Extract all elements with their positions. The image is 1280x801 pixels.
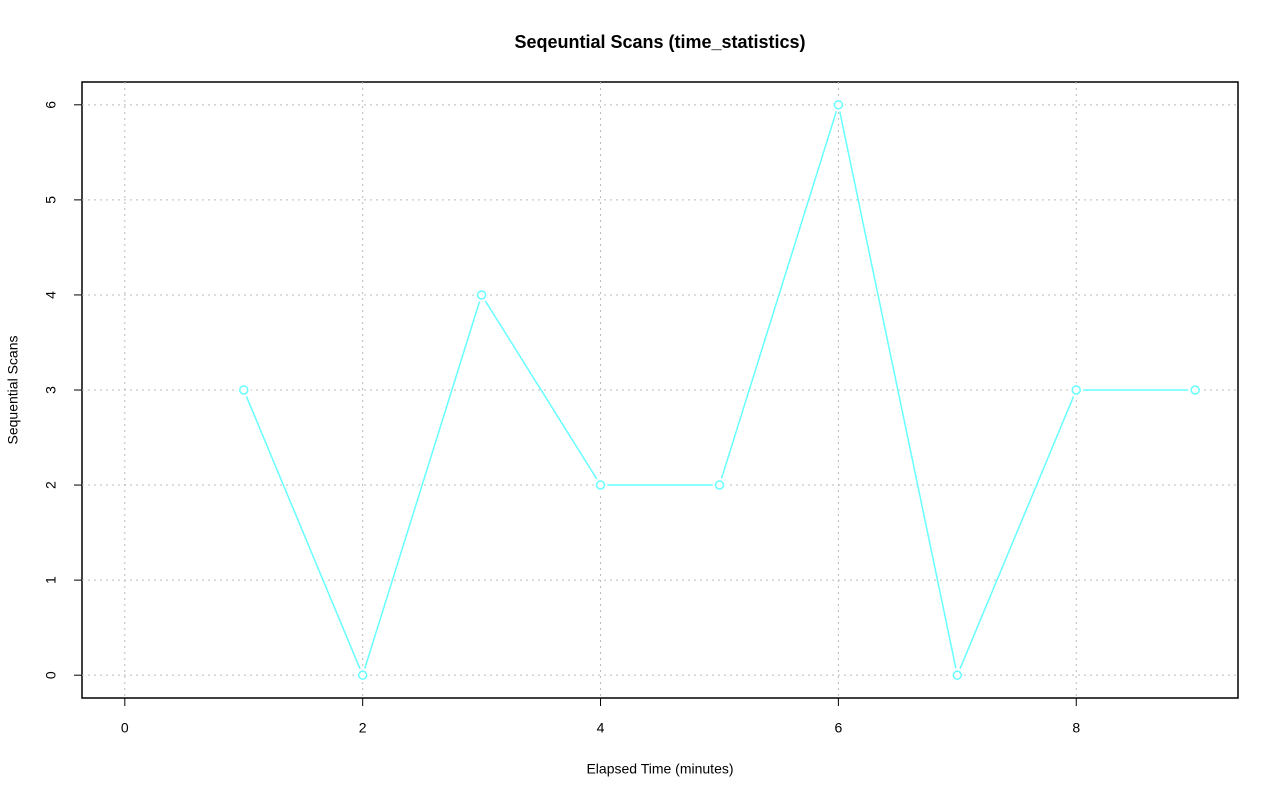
marker-gap xyxy=(950,668,965,683)
x-tick-label: 2 xyxy=(359,720,367,736)
marker-gap xyxy=(474,287,489,302)
x-tick-label: 8 xyxy=(1072,720,1080,736)
y-tick-label: 2 xyxy=(43,481,59,489)
marker xyxy=(714,480,725,490)
chart-title: Seqeuntial Scans (time_statistics) xyxy=(514,32,805,52)
marker xyxy=(1071,385,1082,395)
y-tick-label: 3 xyxy=(43,386,59,394)
marker xyxy=(833,100,844,110)
marker-gap xyxy=(593,478,608,493)
y-tick-label: 5 xyxy=(43,196,59,204)
marker xyxy=(595,480,606,490)
marker-gap xyxy=(236,383,251,397)
marker-gap xyxy=(355,668,370,683)
marker xyxy=(952,670,963,680)
y-tick-label: 1 xyxy=(43,576,59,584)
marker xyxy=(357,670,368,680)
marker xyxy=(476,290,487,300)
marker-gap xyxy=(712,478,727,493)
marker xyxy=(1190,385,1200,395)
marker-gap xyxy=(1069,383,1084,397)
y-axis-label: Sequential Scans xyxy=(5,336,21,445)
marker xyxy=(238,385,249,395)
x-tick-label: 0 xyxy=(121,720,129,736)
y-tick-label: 0 xyxy=(43,671,59,679)
x-tick-label: 6 xyxy=(834,720,842,736)
x-axis-label: Elapsed Time (minutes) xyxy=(586,761,733,777)
y-tick-label: 6 xyxy=(43,101,59,109)
x-tick-label: 4 xyxy=(597,720,605,736)
marker-gap xyxy=(831,97,846,112)
y-tick-label: 4 xyxy=(43,291,59,299)
marker-gap xyxy=(1188,383,1203,397)
